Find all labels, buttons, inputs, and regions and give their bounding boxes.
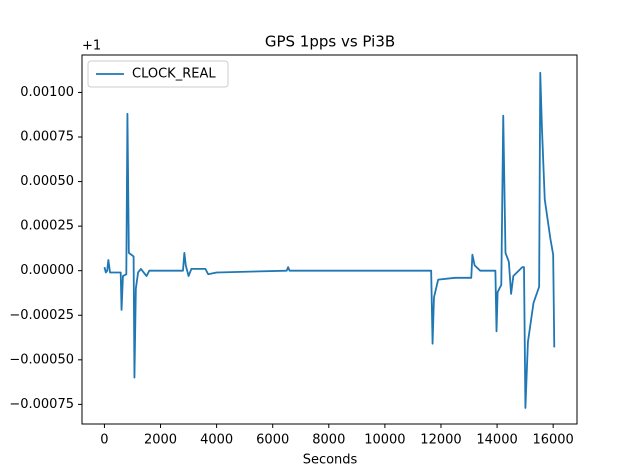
y-tick-label: −0.00075 [9,397,74,412]
y-tick-label: 0.00025 [20,219,74,234]
x-tick-label: 12000 [420,433,461,448]
y-tick-label: 0.00075 [20,130,74,145]
y-tick-label: 0.00000 [20,263,74,278]
x-tick-label: 14000 [476,433,517,448]
x-tick-label: 6000 [256,433,289,448]
legend-label: CLOCK_REAL [132,67,216,82]
y-offset-label: +1 [82,39,101,54]
data-line [103,71,556,409]
axes-frame [81,54,578,425]
y-tick-label: −0.00050 [9,352,74,367]
y-tick-label: −0.00025 [9,308,74,323]
x-tick-label: 8000 [312,433,345,448]
x-tick-label: 16000 [532,433,573,448]
chart-title: GPS 1pps vs Pi3B [265,33,395,51]
x-tick-label: 2000 [144,433,177,448]
y-tick-label: 0.00100 [20,85,74,100]
x-tick-label: 10000 [364,433,405,448]
legend-box [87,60,229,88]
y-tick-label: 0.00050 [20,174,74,189]
x-tick-label: 4000 [200,433,233,448]
x-tick-label: 0 [100,433,108,448]
x-axis-label: Seconds [303,453,358,468]
